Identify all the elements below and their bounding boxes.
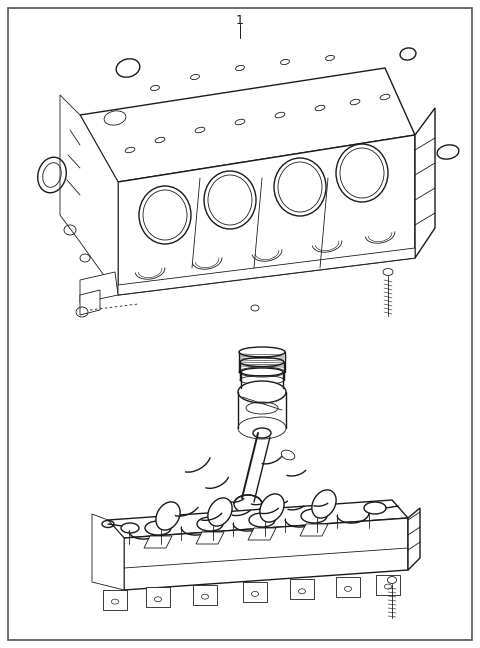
Polygon shape xyxy=(80,290,100,315)
Polygon shape xyxy=(80,272,118,303)
Ellipse shape xyxy=(145,521,171,535)
Ellipse shape xyxy=(249,513,275,527)
Ellipse shape xyxy=(301,509,327,523)
Polygon shape xyxy=(124,518,408,590)
Polygon shape xyxy=(290,579,314,599)
Polygon shape xyxy=(60,95,118,295)
Polygon shape xyxy=(243,582,267,602)
Ellipse shape xyxy=(312,490,336,518)
Polygon shape xyxy=(248,528,276,540)
Ellipse shape xyxy=(156,502,180,530)
Polygon shape xyxy=(408,508,420,570)
Polygon shape xyxy=(415,108,435,258)
Text: 1: 1 xyxy=(236,14,244,27)
Polygon shape xyxy=(92,514,124,590)
Polygon shape xyxy=(300,524,328,536)
Ellipse shape xyxy=(260,494,284,522)
Polygon shape xyxy=(118,248,415,295)
Polygon shape xyxy=(193,584,217,605)
Polygon shape xyxy=(80,68,415,182)
Polygon shape xyxy=(146,587,170,607)
Polygon shape xyxy=(103,590,127,610)
Polygon shape xyxy=(108,500,408,538)
Polygon shape xyxy=(336,577,360,597)
Polygon shape xyxy=(144,536,172,548)
Polygon shape xyxy=(118,135,415,295)
Ellipse shape xyxy=(208,498,232,526)
Ellipse shape xyxy=(238,381,286,403)
Ellipse shape xyxy=(238,417,286,439)
Ellipse shape xyxy=(197,517,223,531)
Polygon shape xyxy=(196,532,224,544)
Polygon shape xyxy=(376,575,400,595)
